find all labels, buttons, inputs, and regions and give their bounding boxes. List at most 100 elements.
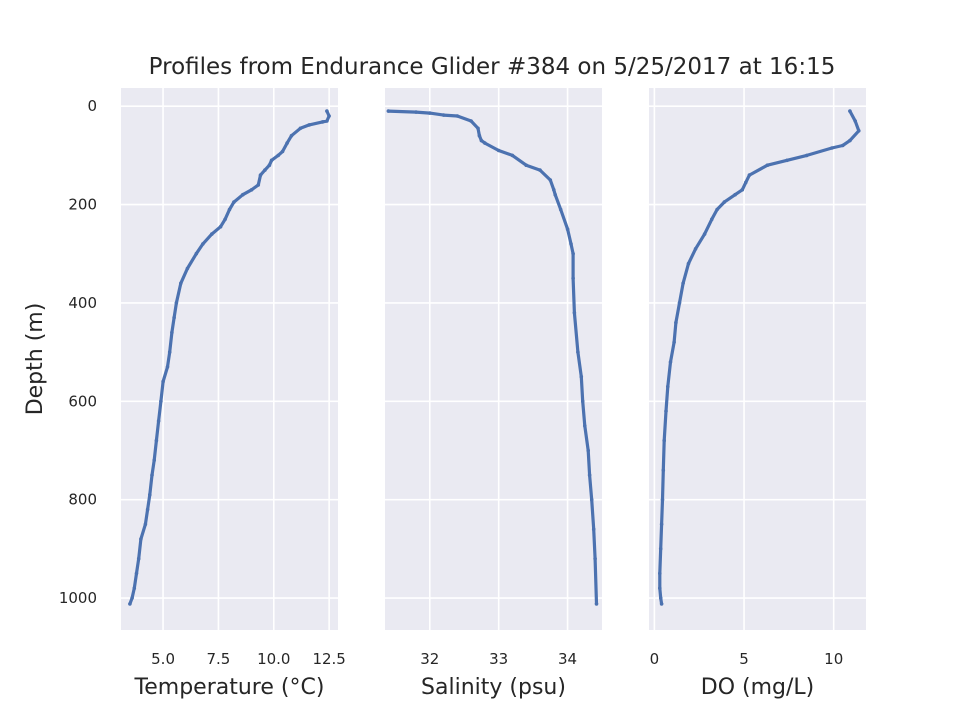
data-point [658,571,662,576]
data-point [167,350,172,354]
data-point [830,146,834,150]
data-point [693,247,698,251]
data-point [241,192,245,197]
data-point [327,114,331,118]
data-point [201,242,205,246]
data-point [179,281,183,286]
panels: 0 200 400 600 800 1000 5.0 7.5 10.0 12.5 Temperatu… [59,88,866,700]
x-axis-label: Salinity (psu) [421,675,566,700]
data-point [715,207,719,212]
profile-line-series-1 [128,109,331,606]
data-point [747,173,752,177]
data-point [681,281,685,286]
data-point [848,109,852,113]
data-point [210,232,214,236]
data-point [256,183,261,187]
data-point [840,143,845,148]
data-point [722,200,727,204]
data-point [668,360,673,364]
data-point [159,399,163,404]
data-point [659,522,664,527]
panel-1: 0 200 400 600 800 1000 5.0 7.5 10.0 12.5 Temperatu… [59,88,346,700]
data-point [664,409,668,413]
data-point [130,596,134,600]
data-point [658,596,663,600]
panel-background [385,88,602,630]
y-axis-label: Depth (m) [23,303,48,416]
y-tick-label: 0 [87,97,97,115]
data-point [258,173,263,177]
data-point [552,188,556,192]
data-point [307,123,312,127]
data-point [298,126,303,131]
data-point [150,473,154,477]
data-point [325,109,329,113]
data-point [289,133,294,138]
data-point [154,438,159,443]
data-point [661,468,666,473]
data-point [583,424,587,428]
x-tick-label: 10.0 [257,650,290,668]
data-point [218,224,223,229]
data-point [476,126,480,131]
data-point [170,330,174,335]
data-point [227,207,232,212]
data-point [659,602,664,606]
data-point [666,384,670,389]
data-point [571,276,575,281]
data-point [765,163,770,167]
y-tick-label: 600 [68,392,97,410]
x-tick-label: 0 [650,650,660,668]
data-point [672,340,676,345]
x-axis-label: Temperature (°C) [134,675,325,700]
data-point [285,141,289,145]
data-point [152,458,156,463]
data-point [263,168,267,172]
data-point [276,153,281,158]
data-point [148,492,152,497]
data-point [496,148,501,153]
data-point [232,200,236,204]
data-point [325,119,329,123]
data-point [571,251,575,256]
data-point [591,527,596,531]
data-point [674,320,678,325]
chart-title: Profiles from Endurance Glider #384 on 5… [149,54,836,80]
data-point [510,153,515,158]
data-point [594,602,599,606]
data-point [558,207,563,212]
data-point [172,315,176,320]
y-tick-label: 800 [68,491,97,509]
data-point [593,556,597,561]
data-point [267,163,272,167]
data-point [320,120,325,124]
panel-background [121,88,338,630]
panel-background [649,88,866,630]
data-point [853,119,857,123]
x-tick-label: 5.0 [151,650,175,668]
data-point [586,448,590,453]
data-point [553,192,557,197]
y-tick-label: 400 [68,294,97,312]
data-point [658,586,662,590]
data-point [580,399,585,404]
data-point [587,473,592,477]
data-point [280,149,285,154]
data-point [386,109,391,113]
data-point [156,419,161,423]
data-point [441,113,446,117]
data-point [139,537,143,541]
data-point [194,251,199,256]
data-point [710,217,714,222]
data-point [483,141,487,145]
data-point [455,114,460,118]
data-point [174,301,179,305]
data-point [469,119,473,123]
panel-3: 0 5 10 DO (mg/L) [649,88,866,700]
data-point [185,266,190,271]
x-tick-label: 5 [739,650,749,668]
data-point [132,586,137,590]
data-point [136,556,141,561]
data-point [857,129,861,133]
